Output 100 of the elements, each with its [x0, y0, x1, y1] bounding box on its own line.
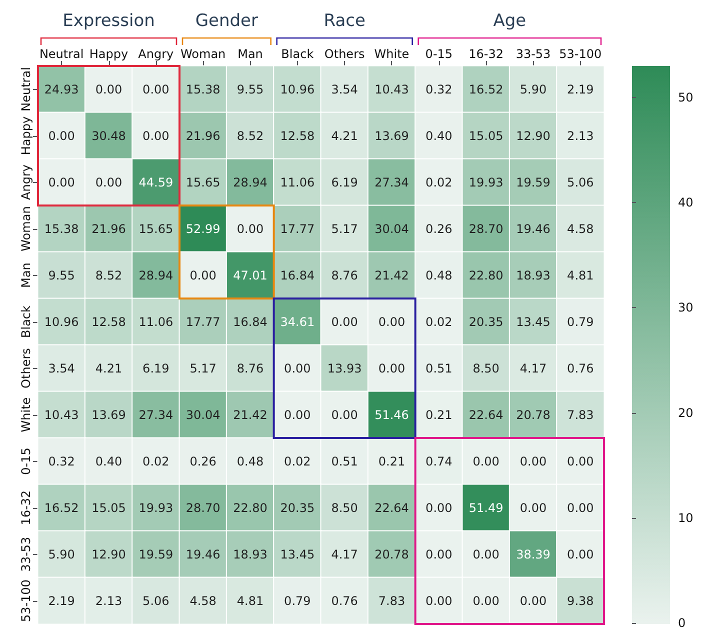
data-label: 19.46 — [516, 222, 550, 236]
data-label: 0.40 — [426, 128, 452, 143]
data-label: 27.34 — [374, 175, 409, 190]
data-label: 18.93 — [233, 547, 268, 562]
data-label: 0.51 — [426, 361, 452, 376]
data-label: 0.00 — [472, 547, 500, 562]
y-tick-label: 33-53 — [19, 536, 33, 572]
data-label: 21.96 — [92, 222, 126, 236]
data-label: 4.21 — [95, 361, 122, 376]
data-label: 11.06 — [138, 314, 174, 329]
data-label: 0.00 — [142, 128, 170, 143]
data-label: 7.83 — [567, 408, 594, 422]
color-bar-label: 40 — [678, 196, 694, 210]
data-label: 4.17 — [520, 361, 547, 376]
data-label: 4.58 — [567, 222, 594, 236]
data-label: 21.42 — [233, 408, 268, 422]
y-tick-label: Angry — [19, 164, 33, 200]
data-label: 12.58 — [92, 314, 126, 329]
data-label: 8.50 — [331, 500, 358, 515]
data-label: 15.05 — [468, 128, 504, 143]
data-label: 0.00 — [472, 594, 500, 608]
data-label: 0.32 — [426, 82, 452, 96]
y-tick-label: Others — [19, 348, 33, 388]
data-label: 8.50 — [472, 361, 500, 376]
data-label: 0.00 — [378, 314, 406, 329]
data-label: 17.77 — [186, 314, 220, 329]
data-label: 0.00 — [567, 500, 594, 515]
data-label: 19.59 — [138, 547, 174, 562]
x-tick-label: 16-32 — [468, 47, 504, 61]
x-tick-label: Others — [324, 47, 365, 61]
data-label: 15.05 — [92, 500, 126, 515]
color-bar-label: 10 — [678, 510, 694, 525]
data-label: 0.00 — [426, 547, 452, 562]
y-tick-label: 53-100 — [19, 579, 33, 622]
data-label: 2.19 — [567, 82, 594, 96]
data-label: 0.26 — [190, 454, 216, 468]
x-tick-label: Angry — [138, 47, 174, 61]
data-label: 0.00 — [472, 454, 500, 468]
data-label: 0.00 — [378, 361, 406, 376]
data-label: 21.96 — [186, 128, 220, 143]
data-label: 20.78 — [374, 547, 409, 562]
data-label: 10.96 — [44, 314, 79, 329]
data-label: 28.70 — [468, 222, 504, 236]
data-label: 2.19 — [48, 594, 75, 608]
data-label: 30.04 — [186, 408, 220, 422]
data-label: 4.21 — [331, 128, 358, 143]
data-label: 0.21 — [426, 408, 452, 422]
data-label: 13.69 — [92, 408, 126, 422]
text: Expression — [62, 11, 155, 31]
data-label: 0.00 — [95, 175, 122, 190]
data-label: 9.55 — [236, 82, 264, 96]
data-label: 8.52 — [236, 128, 264, 143]
data-label: 22.64 — [468, 408, 504, 422]
data-label: 0.00 — [95, 82, 122, 96]
x-tick-label: Woman — [180, 47, 226, 61]
data-label: 22.64 — [374, 500, 409, 515]
data-label: 13.45 — [516, 314, 550, 329]
y-tick-label: 16-32 — [19, 490, 33, 526]
text: Age — [493, 11, 526, 31]
data-label: 0.40 — [95, 454, 122, 468]
data-label: 13.93 — [327, 361, 362, 376]
data-label: 0.02 — [284, 454, 311, 468]
data-label: 5.06 — [567, 175, 594, 190]
data-label: 0.79 — [284, 594, 311, 608]
data-label: 0.00 — [284, 361, 311, 376]
data-label: 38.39 — [516, 547, 550, 562]
data-label: 34.61 — [280, 314, 315, 329]
x-tick-label: 0-15 — [425, 47, 453, 61]
data-label: 15.65 — [186, 175, 220, 190]
data-label: 28.94 — [233, 175, 268, 190]
data-label: 8.76 — [236, 361, 264, 376]
data-label: 18.93 — [516, 268, 550, 282]
data-label: 0.76 — [567, 361, 594, 376]
data-label: 0.76 — [331, 594, 358, 608]
data-label: 30.04 — [374, 222, 409, 236]
color-bar-label: 20 — [678, 406, 694, 420]
data-label: 2.13 — [95, 594, 122, 608]
data-label: 0.21 — [378, 454, 406, 468]
data-label: 0.02 — [426, 175, 452, 190]
data-label: 51.46 — [374, 408, 409, 422]
data-label: 21.42 — [374, 268, 409, 282]
data-label: 0.00 — [142, 82, 170, 96]
data-label: 5.06 — [142, 594, 170, 608]
data-label: 12.90 — [92, 547, 126, 562]
data-label: 10.43 — [44, 408, 79, 422]
x-tick-label: White — [374, 47, 410, 61]
data-label: 0.00 — [520, 454, 547, 468]
data-label: 0.00 — [48, 175, 75, 190]
data-label: 52.99 — [186, 222, 220, 236]
data-label: 6.19 — [331, 175, 358, 190]
data-label: 0.00 — [331, 408, 358, 422]
data-label: 4.81 — [236, 594, 264, 608]
data-label: 0.02 — [142, 454, 170, 468]
x-tick-label: 53-100 — [559, 47, 602, 61]
data-label: 4.58 — [190, 594, 216, 608]
data-label: 4.17 — [331, 547, 358, 562]
data-label: 0.26 — [426, 222, 452, 236]
data-label: 20.78 — [516, 408, 550, 422]
data-label: 28.94 — [138, 268, 174, 282]
data-label: 13.69 — [374, 128, 409, 143]
